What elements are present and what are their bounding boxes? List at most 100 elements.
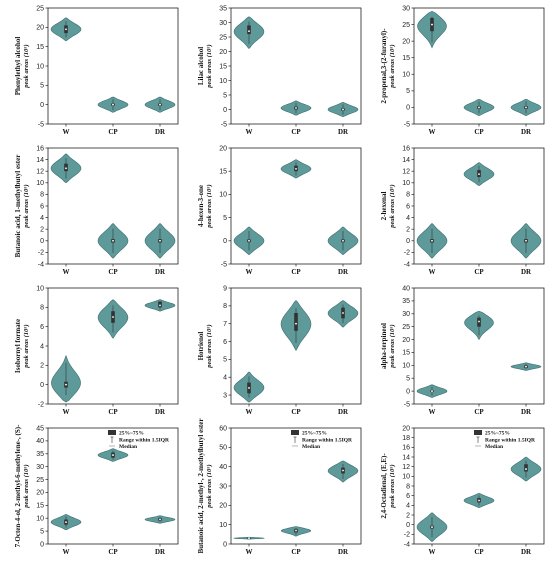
median-dot-CP: [112, 316, 114, 318]
y-tick-label: 15: [402, 55, 410, 62]
y-tick-label: 10: [402, 72, 410, 79]
y-axis-units: peak areas (10⁵): [389, 324, 396, 368]
y-tick-label: -2: [404, 250, 410, 257]
y-tick-label: 5: [223, 92, 227, 99]
x-tick-label: W: [63, 268, 70, 276]
x-tick-label: W: [63, 408, 70, 416]
y-tick-label: -5: [38, 121, 44, 128]
x-tick-label: W: [246, 548, 253, 556]
violin-chart-svg: -5 0 5 10 15 20 25 Phenylethyl alcohol peak area…: [14, 5, 179, 136]
y-axis-units: peak areas (10⁵): [389, 464, 396, 508]
median-dot-DR: [159, 103, 161, 106]
y-axis-units: peak areas (10⁵): [206, 184, 213, 228]
y-tick-label: 30: [402, 5, 410, 12]
x-tick-label: DR: [338, 128, 349, 136]
median-dot-DR: [525, 365, 527, 368]
y-tick-label: 40: [219, 464, 227, 471]
median-dot-CP: [295, 529, 297, 532]
y-tick-label: -5: [404, 401, 410, 408]
y-tick-label: 40: [36, 438, 44, 445]
x-tick-label: W: [429, 548, 436, 556]
median-dot-DR: [159, 239, 161, 242]
median-dot-CP: [478, 499, 480, 502]
y-tick-label: 25: [402, 22, 410, 29]
median-dot-CP: [478, 106, 480, 109]
y-tick-label: 45: [36, 425, 44, 432]
y-tick-label: 10: [402, 180, 410, 187]
median-dot-DR: [342, 312, 344, 314]
violin-panel-6: -4 -2 0 2 4 6 8 10 12 14 16 2-hexenal peak areas (10…: [368, 142, 550, 282]
y-tick-label: 8: [406, 483, 410, 490]
median-dot-CP: [295, 322, 297, 325]
y-tick-label: 30: [36, 464, 44, 471]
y-tick-label: 3: [223, 392, 227, 399]
violin-panel-9: -5 0 5 10 15 20 25 30 35 40 alpha-terpineol peak ar…: [368, 282, 550, 422]
y-tick-label: 20: [402, 425, 410, 432]
y-tick-label: 2: [406, 227, 410, 234]
violin-chart-svg: 0 5 10 15 20 25 30 35 40 45 7-Octen-4-ol, 2-methyl…: [14, 424, 179, 556]
x-tick-label: W: [429, 408, 436, 416]
median-dot-W: [431, 526, 433, 528]
violin-chart-svg: -5 0 5 10 15 20 25 30 2-propenal,3-(2-furanyl)- p…: [380, 5, 545, 136]
x-tick-label: CP: [291, 408, 301, 416]
y-axis-units: peak areas (10⁵): [23, 324, 30, 368]
y-axis-label: alpha-terpineol: [380, 323, 388, 369]
x-tick-label: DR: [155, 408, 166, 416]
x-tick-label: CP: [108, 268, 118, 276]
y-tick-label: 5: [40, 528, 44, 535]
y-tick-label: 20: [219, 49, 227, 56]
y-tick-label: 0: [223, 107, 227, 114]
y-tick-label: 6: [406, 203, 410, 210]
y-axis-label: Phenylethyl alcohol: [14, 37, 22, 96]
y-tick-label: 30: [402, 311, 410, 318]
y-axis-label: Butanoic acid, 1-methylbutyl ester: [14, 155, 22, 258]
x-tick-label: CP: [108, 408, 118, 416]
median-dot-DR: [525, 468, 527, 470]
y-tick-label: -2: [404, 532, 410, 539]
x-tick-label: CP: [474, 408, 484, 416]
y-tick-label: -5: [221, 261, 227, 268]
y-tick-label: 20: [219, 503, 227, 510]
y-tick-label: 10: [36, 285, 44, 292]
y-tick-label: 0: [406, 388, 410, 395]
y-tick-label: 35: [36, 451, 44, 458]
legend-median-label: Median: [302, 444, 320, 450]
y-tick-label: -2: [38, 250, 44, 257]
y-tick-label: 10: [36, 63, 44, 70]
y-axis-label: Isobornyl formate: [14, 319, 22, 373]
y-tick-label: 10: [36, 516, 44, 523]
y-axis-units: peak areas (10⁵): [389, 184, 396, 228]
y-tick-label: 25: [402, 324, 410, 331]
y-tick-label: 20: [402, 38, 410, 45]
x-tick-label: CP: [474, 128, 484, 136]
median-dot-DR: [342, 108, 344, 111]
legend-box-swatch: [291, 430, 299, 435]
y-tick-label: 20: [36, 490, 44, 497]
median-dot-W: [431, 23, 433, 26]
x-tick-label: DR: [521, 548, 532, 556]
median-dot-DR: [525, 106, 527, 109]
y-tick-label: 15: [402, 350, 410, 357]
y-tick-label: 2: [40, 227, 44, 234]
violin-panel-5: -5 0 5 10 15 20 4-hexen-3-one peak areas (10⁵) W…: [185, 142, 368, 282]
y-axis-label: 2-hexenal: [380, 192, 388, 221]
x-tick-label: W: [246, 408, 253, 416]
y-tick-label: 12: [402, 464, 410, 471]
y-axis-label: 2-propenal,3-(2-furanyl)-: [380, 28, 388, 104]
legend-whisker-label: Range within 1.5IQR: [485, 438, 536, 444]
y-tick-label: 5: [40, 83, 44, 90]
y-tick-label: 4: [40, 343, 44, 350]
violin-chart-svg: 0 10 20 30 40 50 60 Butanoic acid, 2-methyl-, 2…: [197, 419, 362, 556]
violin-chart-svg: -4 -2 0 2 4 6 8 10 12 14 16 2-hexenal peak areas (10…: [380, 145, 545, 276]
median-dot-DR: [159, 304, 161, 307]
legend-box-swatch: [474, 430, 482, 435]
violin-panel-7: -2 0 2 4 6 8 10 Isobornyl formate peak areas (10…: [2, 282, 185, 422]
y-axis-label: 7-Octen-4-ol, 2-methyl-6-methylene-, (S)…: [14, 424, 22, 548]
y-axis-units: peak areas (10⁵): [206, 44, 213, 88]
y-tick-label: 8: [40, 305, 44, 312]
legend-median-label: Median: [485, 444, 503, 450]
y-tick-label: 20: [402, 337, 410, 344]
y-tick-label: 5: [406, 88, 410, 95]
